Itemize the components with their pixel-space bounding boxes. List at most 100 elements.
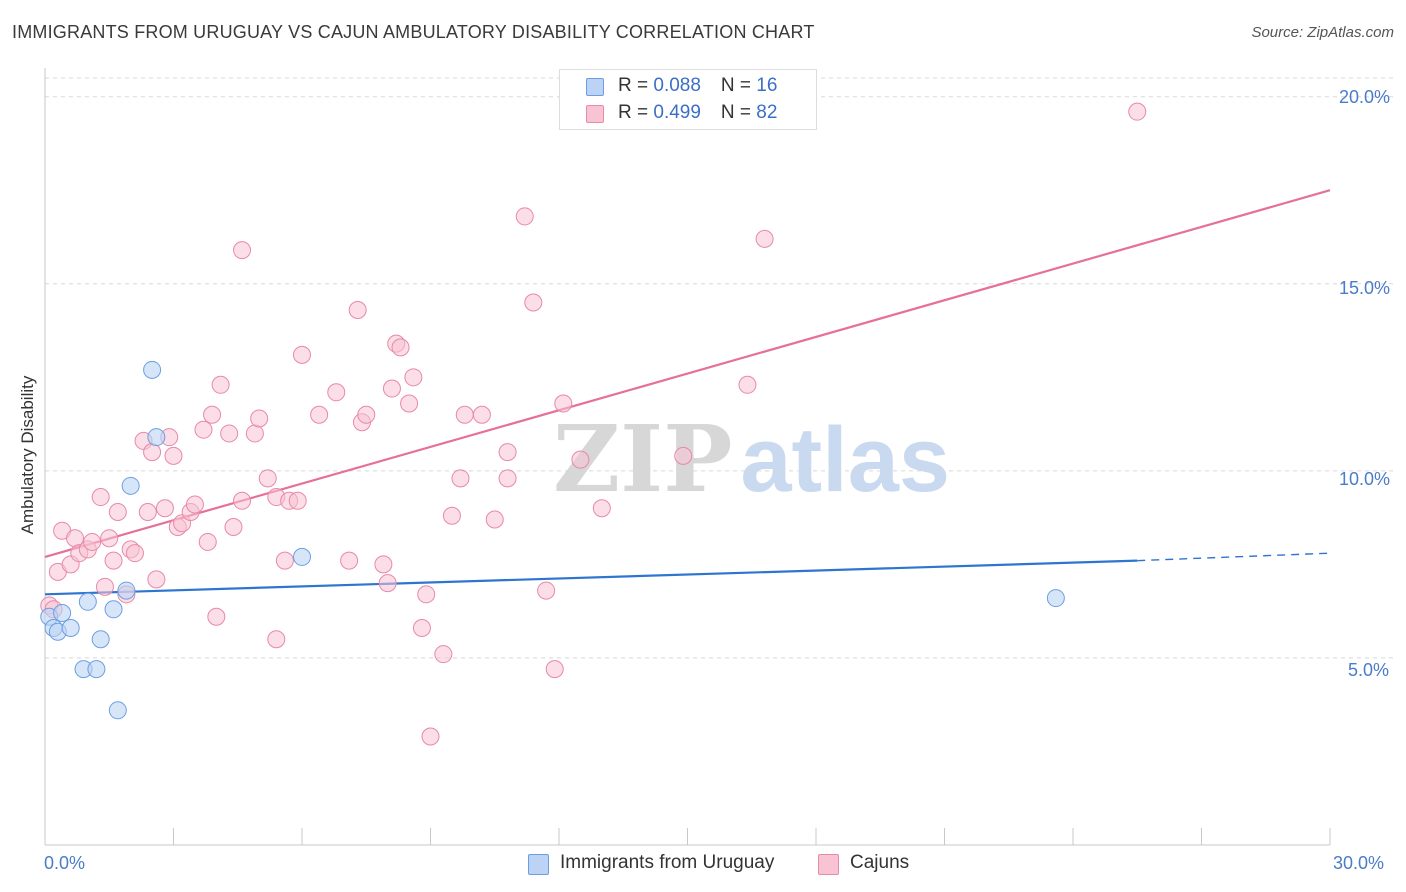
point-cajuns: [233, 241, 252, 260]
legend-swatch-pink: [818, 854, 839, 875]
n-value-cajuns: 82: [756, 102, 778, 123]
point-cajuns: [348, 300, 367, 319]
point-cajuns: [220, 424, 239, 443]
point-uruguay: [87, 660, 106, 679]
point-cajuns: [194, 420, 213, 439]
point-cajuns: [374, 555, 393, 574]
point-cajuns: [108, 503, 127, 522]
point-cajuns: [233, 491, 252, 510]
point-cajuns: [524, 293, 543, 312]
point-cajuns: [1128, 102, 1147, 121]
trendline-uruguay-extension: [1137, 552, 1331, 562]
legend-swatch-pink: [586, 105, 604, 123]
y-tick-label-10: 10.0%: [1339, 469, 1391, 489]
point-uruguay: [143, 360, 162, 379]
point-uruguay: [108, 701, 127, 720]
point-cajuns: [755, 229, 774, 248]
watermark-atlas: atlas: [740, 409, 951, 511]
point-uruguay: [117, 581, 136, 600]
point-cajuns: [515, 207, 534, 226]
x-tick-label-max: 30.0%: [1333, 853, 1385, 873]
point-cajuns: [155, 499, 174, 518]
point-cajuns: [203, 405, 222, 424]
point-cajuns: [267, 630, 286, 649]
x-tick-label-min: 0.0%: [44, 853, 86, 873]
y-tick-label-5: 5.0%: [1348, 660, 1390, 680]
point-cajuns: [738, 375, 757, 394]
point-cajuns: [404, 368, 423, 387]
point-uruguay: [53, 604, 72, 623]
point-cajuns: [451, 469, 470, 488]
point-cajuns: [498, 469, 517, 488]
y-tick-label-20: 20.0%: [1339, 87, 1391, 107]
point-cajuns: [571, 450, 590, 469]
point-uruguay: [1046, 589, 1065, 608]
point-uruguay: [78, 592, 97, 611]
point-cajuns: [207, 607, 226, 626]
point-cajuns: [421, 727, 440, 746]
y-tick-label-15: 15.0%: [1339, 278, 1391, 298]
point-cajuns: [417, 585, 436, 604]
stats-legend: R = 0.088 N = 16 R = 0.499 N = 82: [559, 69, 817, 130]
point-cajuns: [340, 551, 359, 570]
point-cajuns: [378, 574, 397, 593]
point-cajuns: [147, 570, 166, 589]
point-cajuns: [104, 551, 123, 570]
point-cajuns: [485, 510, 504, 529]
point-uruguay: [91, 630, 110, 649]
point-cajuns: [592, 499, 611, 518]
point-uruguay: [293, 547, 311, 566]
point-cajuns: [224, 517, 243, 536]
point-cajuns: [125, 544, 144, 563]
legend-swatch-blue: [586, 78, 604, 96]
point-cajuns: [400, 394, 419, 413]
point-cajuns: [412, 618, 431, 637]
point-cajuns: [211, 375, 230, 394]
point-cajuns: [391, 338, 410, 357]
point-cajuns: [258, 469, 277, 488]
point-cajuns: [275, 551, 294, 570]
point-uruguay: [147, 428, 166, 447]
point-cajuns: [95, 577, 114, 596]
point-cajuns: [185, 495, 204, 514]
point-cajuns: [164, 446, 183, 465]
point-cajuns: [498, 443, 517, 462]
point-cajuns: [198, 532, 217, 551]
point-cajuns: [293, 345, 311, 364]
point-cajuns: [434, 645, 453, 664]
trendline-cajuns: [44, 189, 1331, 558]
point-cajuns: [674, 446, 693, 465]
point-cajuns: [138, 503, 157, 522]
legend-label-uruguay: Immigrants from Uruguay: [560, 852, 775, 873]
source-label: Source: ZipAtlas.com: [1251, 24, 1394, 41]
r-value-cajuns: 0.499: [653, 102, 701, 123]
point-uruguay: [104, 600, 123, 619]
point-cajuns: [288, 491, 307, 510]
point-cajuns: [310, 405, 329, 424]
point-cajuns: [455, 405, 474, 424]
point-cajuns: [143, 443, 162, 462]
legend-swatch-blue: [528, 854, 549, 875]
point-cajuns: [83, 532, 102, 551]
point-cajuns: [442, 506, 461, 525]
point-cajuns: [327, 383, 346, 402]
n-value-uruguay: 16: [756, 75, 778, 96]
point-uruguay: [61, 618, 80, 637]
r-value-uruguay: 0.088: [653, 75, 701, 96]
point-cajuns: [357, 405, 376, 424]
point-cajuns: [545, 660, 564, 679]
point-cajuns: [245, 424, 264, 443]
point-uruguay: [121, 476, 140, 495]
chart-title: IMMIGRANTS FROM URUGUAY VS CAJUN AMBULAT…: [12, 22, 815, 42]
point-cajuns: [250, 409, 269, 428]
trendline-uruguay: [44, 559, 1138, 596]
point-cajuns: [554, 394, 573, 413]
point-cajuns: [537, 581, 556, 600]
point-cajuns: [472, 405, 491, 424]
point-cajuns: [100, 529, 119, 548]
y-axis-label: Ambulatory Disability: [18, 375, 37, 535]
point-cajuns: [382, 379, 401, 398]
point-cajuns: [91, 488, 110, 507]
legend-label-cajuns: Cajuns: [850, 852, 910, 873]
